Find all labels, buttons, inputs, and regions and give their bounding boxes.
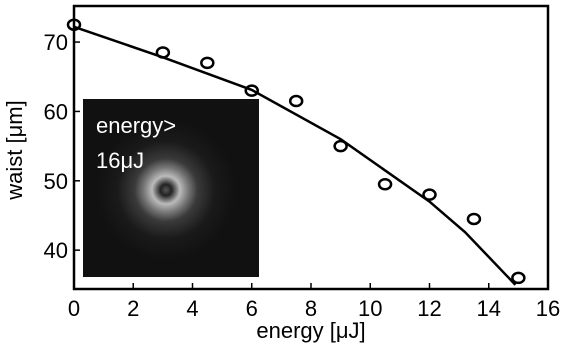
x-tick-label: 0 <box>68 296 80 321</box>
x-tick-label: 4 <box>186 296 198 321</box>
y-tick-label: 70 <box>44 30 68 55</box>
y-tick-label: 60 <box>44 99 68 124</box>
inset-text: energy> <box>96 113 176 138</box>
x-tick-label: 6 <box>246 296 258 321</box>
y-tick-label: 50 <box>44 169 68 194</box>
x-tick-label: 12 <box>417 296 441 321</box>
inset-image: energy> 16μJ <box>83 99 259 277</box>
y-tick-label: 40 <box>44 238 68 263</box>
x-tick-label: 10 <box>358 296 382 321</box>
data-point <box>377 178 393 191</box>
inset-text: 16μJ <box>96 148 144 173</box>
fit-line <box>73 25 517 286</box>
data-point <box>66 18 82 31</box>
x-tick-label: 14 <box>477 296 501 321</box>
data-point <box>333 139 348 153</box>
x-tick-label: 2 <box>127 296 139 321</box>
data-point <box>244 84 259 97</box>
x-tick-label: 8 <box>305 296 317 321</box>
x-tick-label: 16 <box>536 296 560 321</box>
data-point <box>288 94 304 108</box>
x-axis-label: energy [μJ] <box>256 318 365 343</box>
data-point <box>422 188 437 201</box>
data-point <box>200 56 215 70</box>
data-point <box>466 212 482 226</box>
data-point <box>511 271 526 285</box>
y-axis-label: waist [μm] <box>2 100 27 200</box>
